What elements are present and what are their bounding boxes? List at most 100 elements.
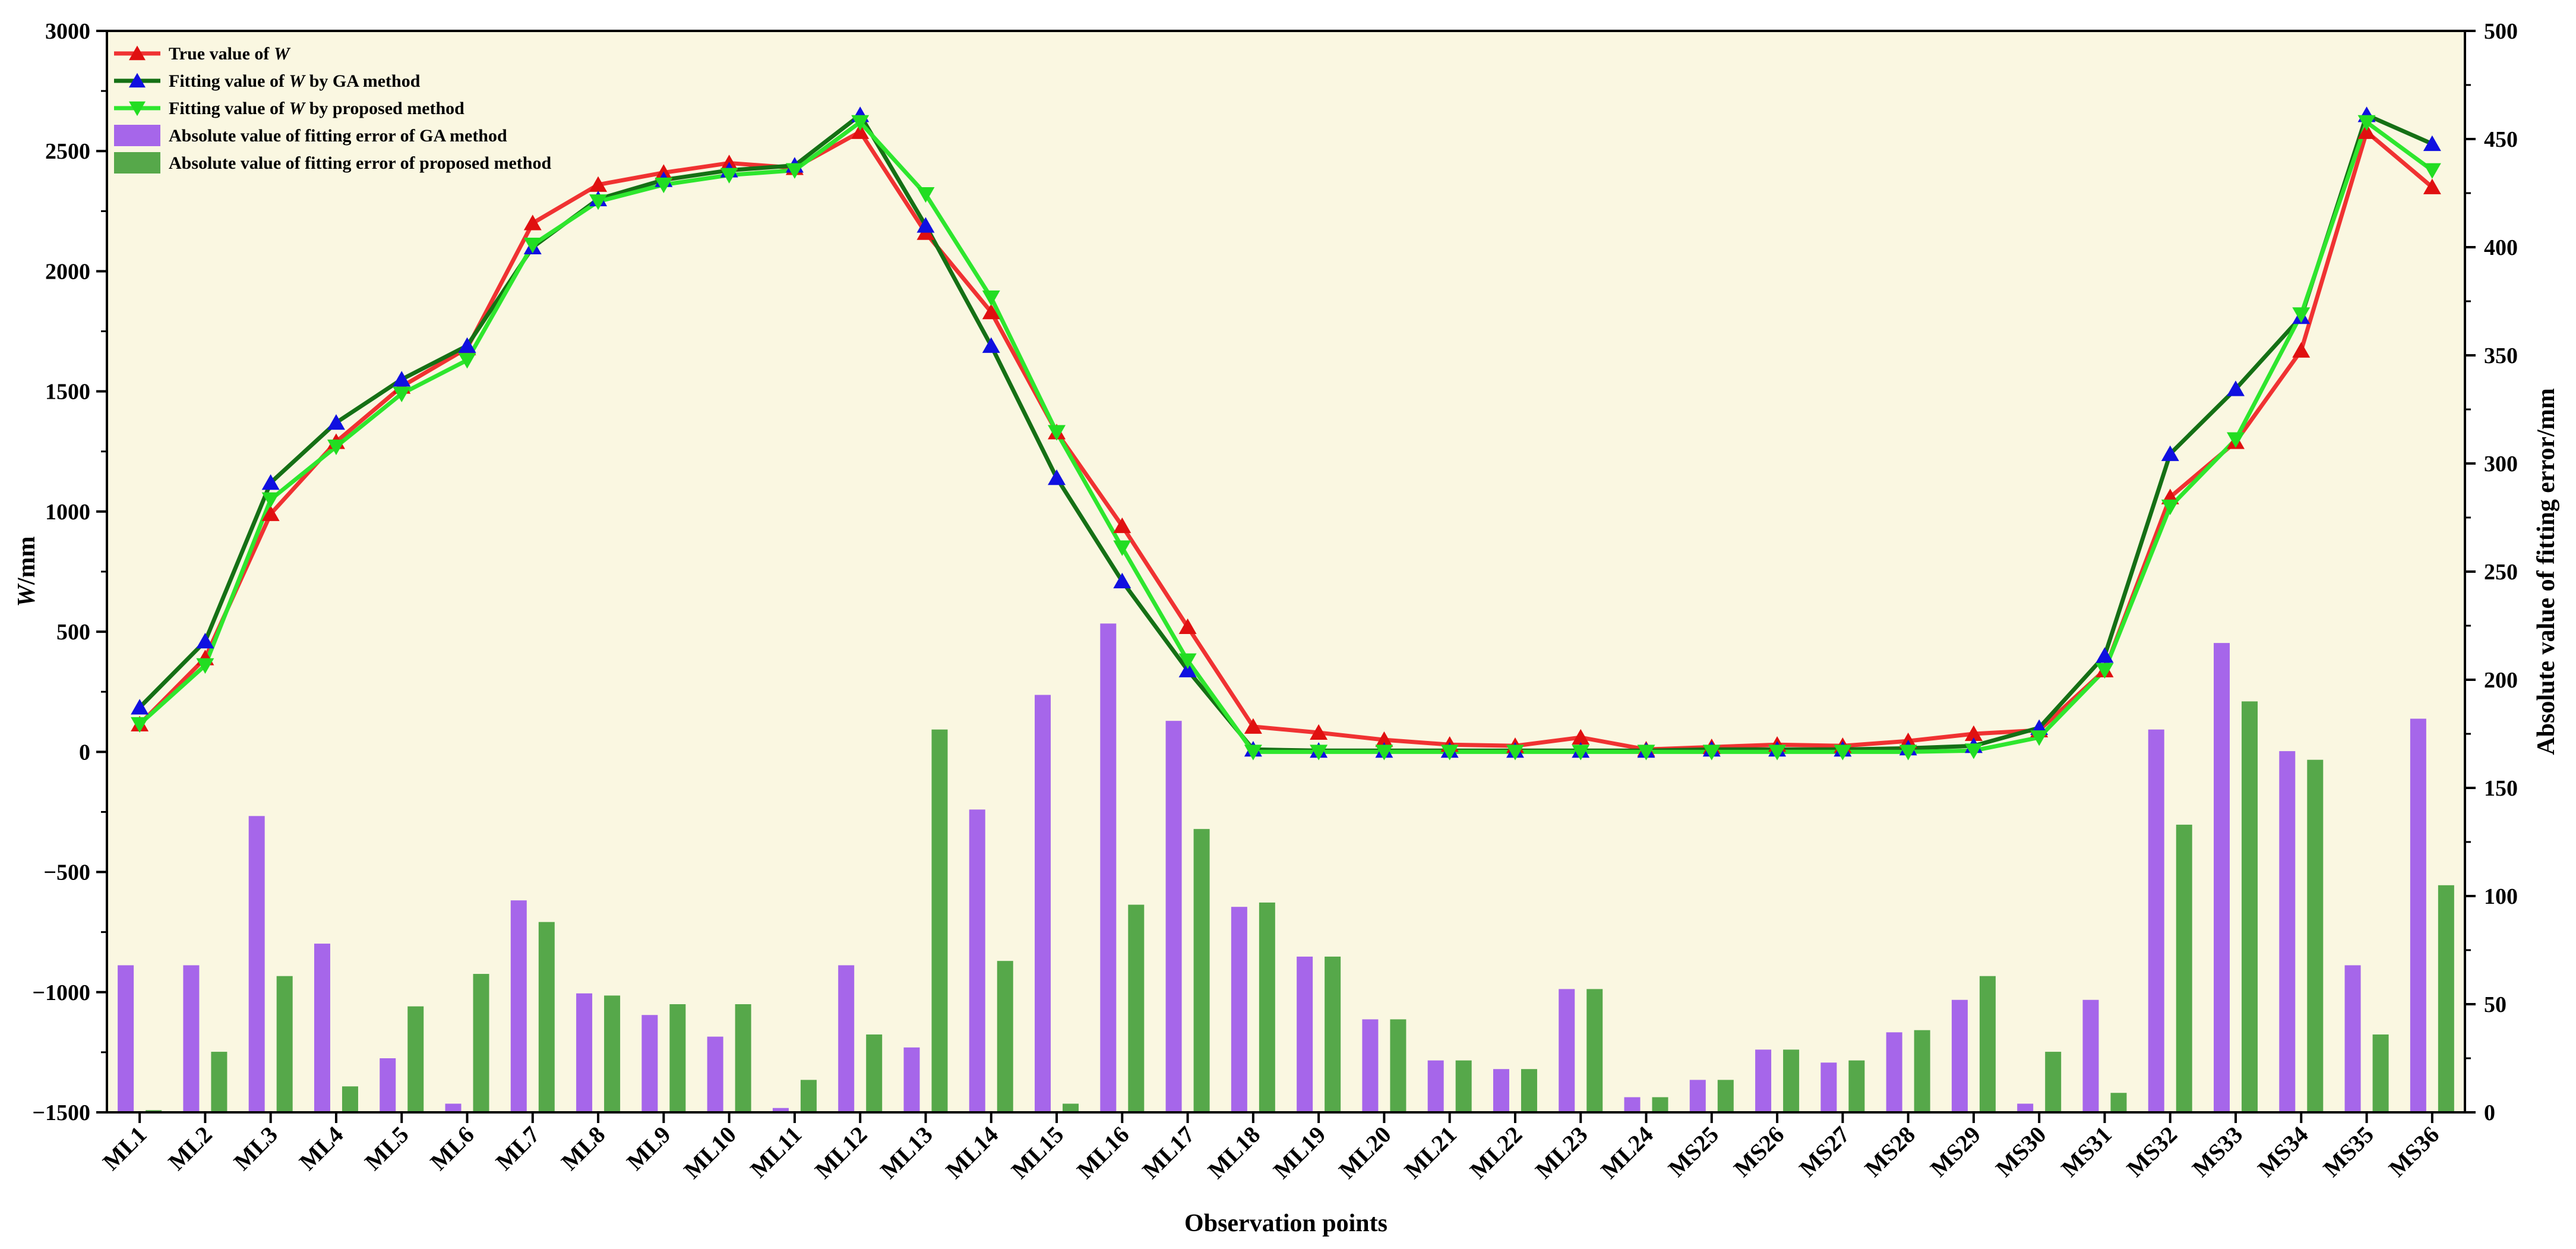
legend-label: Absolute value of fitting error of propo… <box>169 153 551 173</box>
xtick-label: ML20 <box>1333 1121 1396 1184</box>
bar-proposed-error <box>473 974 489 1112</box>
xtick-label: ML12 <box>810 1121 873 1184</box>
marker-proposed-fit <box>1310 745 1328 761</box>
marker-true-value <box>1964 725 1983 741</box>
bar-proposed-error <box>2110 1093 2127 1112</box>
xtick-label: ML14 <box>940 1121 1003 1184</box>
bar-proposed-error <box>1128 904 1145 1112</box>
ytick-left-label: 3000 <box>45 19 90 44</box>
marker-proposed-fit <box>1178 653 1197 669</box>
xtick-label: ML3 <box>229 1121 283 1176</box>
bar-proposed-error <box>2372 1034 2389 1112</box>
marker-ga-fit <box>261 474 280 490</box>
bar-proposed-error <box>2176 824 2192 1112</box>
bar-proposed-error <box>2045 1052 2062 1112</box>
marker-ga-fit <box>2227 380 2245 396</box>
marker-ga-fit <box>2423 135 2441 152</box>
legend-marker-swatch <box>129 72 146 88</box>
ytick-left-label: 1000 <box>45 500 90 525</box>
marker-true-value <box>589 176 608 192</box>
xtick-label: ML10 <box>678 1121 741 1184</box>
bar-proposed-error <box>997 961 1013 1112</box>
bar-ga-error <box>2410 718 2426 1112</box>
bar-proposed-error <box>1848 1060 1865 1112</box>
xtick-label: ML11 <box>745 1121 807 1183</box>
bar-ga-error <box>1362 1019 1379 1112</box>
xtick-label: ML16 <box>1072 1121 1134 1184</box>
ytick-left-label: 1500 <box>45 380 90 405</box>
marker-true-value <box>2357 123 2376 139</box>
bar-ga-error <box>1231 907 1247 1112</box>
marker-ga-fit <box>916 217 935 233</box>
xtick-label: ML7 <box>491 1121 545 1176</box>
bar-proposed-error <box>1390 1019 1406 1112</box>
legend-label: True value of W <box>169 44 291 64</box>
marker-proposed-fit <box>196 658 214 674</box>
line-true-value <box>138 130 2434 752</box>
xtick-label: MS36 <box>2384 1121 2445 1182</box>
bar-ga-error <box>641 1015 658 1112</box>
xtick-label: ML2 <box>163 1121 217 1176</box>
marker-proposed-fit <box>982 290 1000 307</box>
ytick-right-label: 450 <box>2484 127 2518 152</box>
marker-true-value <box>1113 517 1131 534</box>
legend-marker-swatch <box>129 45 146 61</box>
bar-proposed-error <box>1979 976 1996 1112</box>
bar-ga-error <box>1100 623 1117 1112</box>
marker-proposed-fit <box>2030 730 2049 746</box>
bar-ga-error <box>2279 751 2296 1112</box>
ytick-right-label: 100 <box>2484 884 2518 909</box>
bar-proposed-error <box>931 729 948 1112</box>
marker-proposed-fit <box>655 177 673 194</box>
ytick-left-label: −500 <box>43 860 90 885</box>
bar-ga-error <box>1297 956 1313 1112</box>
bar-ga-error <box>1820 1062 1837 1112</box>
ytick-right-label: 500 <box>2484 19 2518 44</box>
legend-label: Absolute value of fitting error of GA me… <box>169 126 507 146</box>
xtick-label: ML24 <box>1595 1121 1658 1184</box>
marker-true-value <box>1178 618 1197 635</box>
marker-true-value <box>261 505 280 521</box>
marker-proposed-fit <box>261 492 280 508</box>
marker-ga-fit <box>982 337 1000 353</box>
y-axis-right-title: Absolute value of fitting error/mm <box>2533 388 2560 755</box>
ytick-right-label: 200 <box>2484 668 2518 693</box>
bar-ga-error <box>445 1103 462 1112</box>
bar-ga-error <box>1427 1060 1444 1112</box>
x-axis-title: Observation points <box>1184 1210 1387 1237</box>
bar-proposed-error <box>1063 1103 1079 1112</box>
bar-proposed-error <box>1259 902 1275 1112</box>
bar-ga-error <box>1165 721 1182 1112</box>
marker-true-value <box>851 123 870 139</box>
marker-proposed-fit <box>2095 663 2114 679</box>
marker-proposed-fit <box>2227 432 2245 448</box>
xtick-label: ML18 <box>1203 1121 1266 1184</box>
legend-bar-swatch <box>114 152 160 174</box>
ytick-left-label: 2000 <box>45 259 90 284</box>
bar-ga-error <box>1886 1032 1902 1112</box>
marker-proposed-fit <box>1572 745 1590 761</box>
xtick-label: ML1 <box>97 1121 152 1176</box>
legend-bar-swatch <box>114 125 160 146</box>
xtick-label: ML15 <box>1006 1121 1069 1184</box>
xtick-label: ML8 <box>556 1121 611 1176</box>
bar-proposed-error <box>211 1052 227 1112</box>
xtick-label: MS29 <box>1925 1121 1986 1182</box>
legend-label: Fitting value of W by GA method <box>169 71 421 91</box>
bar-ga-error <box>772 1108 789 1112</box>
legend: True value of W Fitting value of W by GA … <box>114 44 551 174</box>
marker-proposed-fit <box>1440 745 1459 761</box>
bar-proposed-error <box>1914 1030 1930 1112</box>
marker-proposed-fit <box>2161 499 2179 516</box>
xtick-label: ML6 <box>425 1121 479 1176</box>
marker-proposed-fit <box>1964 743 1983 759</box>
marker-proposed-fit <box>1048 425 1066 441</box>
marker-proposed-fit <box>458 353 476 369</box>
marker-proposed-fit <box>1834 745 1852 761</box>
marker-proposed-fit <box>851 115 870 131</box>
marker-proposed-fit <box>1899 745 1917 761</box>
bar-proposed-error <box>342 1086 358 1112</box>
marker-true-value <box>2292 342 2311 358</box>
ytick-right-label: 150 <box>2484 776 2518 801</box>
marker-true-value <box>982 303 1000 320</box>
